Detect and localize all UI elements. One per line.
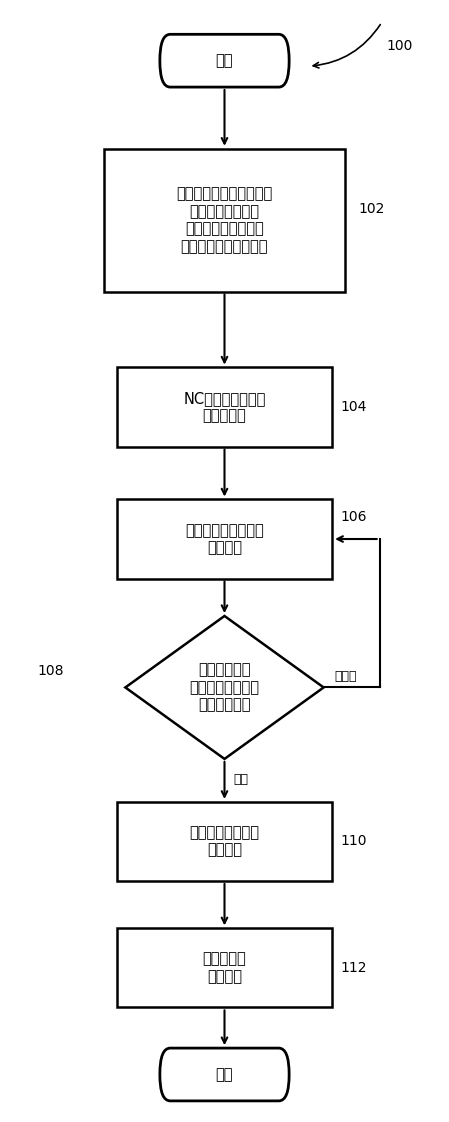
Text: 開始: 開始 [216,53,233,68]
Text: 100: 100 [386,39,413,53]
Text: NCにプログラムを
ロードする: NCにプログラムを ロードする [183,390,266,423]
Bar [117,928,332,1008]
Text: 第１の／次の通過を
実施する: 第１の／次の通過を 実施する [185,523,264,555]
Text: スタイラスが
しきい値を超えて
偏向したか？: スタイラスが しきい値を超えて 偏向したか？ [189,663,260,712]
Bar [104,148,345,292]
Bar [117,368,332,447]
Text: 108: 108 [37,664,63,678]
Text: 終了: 終了 [216,1067,233,1082]
Text: 106: 106 [341,511,367,524]
Text: はい: はい [233,773,248,787]
Text: 種々の基準オフセットで
複数の通過を含む
動作経路を規定する
プログラムを生成する: 種々の基準オフセットで 複数の通過を含む 動作経路を規定する プログラムを生成す… [176,186,273,254]
Text: フィーチャ位置を
計算する: フィーチャ位置を 計算する [189,825,260,857]
Text: 104: 104 [341,401,367,414]
Text: いいえ: いいえ [335,670,357,683]
Text: ブレードを
測定する: ブレードを 測定する [202,951,247,984]
Polygon shape [125,616,324,758]
FancyBboxPatch shape [160,35,289,88]
Text: 102: 102 [358,202,384,217]
Text: 112: 112 [341,960,367,975]
Bar [117,802,332,881]
FancyBboxPatch shape [160,1048,289,1101]
Bar [117,499,332,579]
Text: 110: 110 [341,835,367,848]
